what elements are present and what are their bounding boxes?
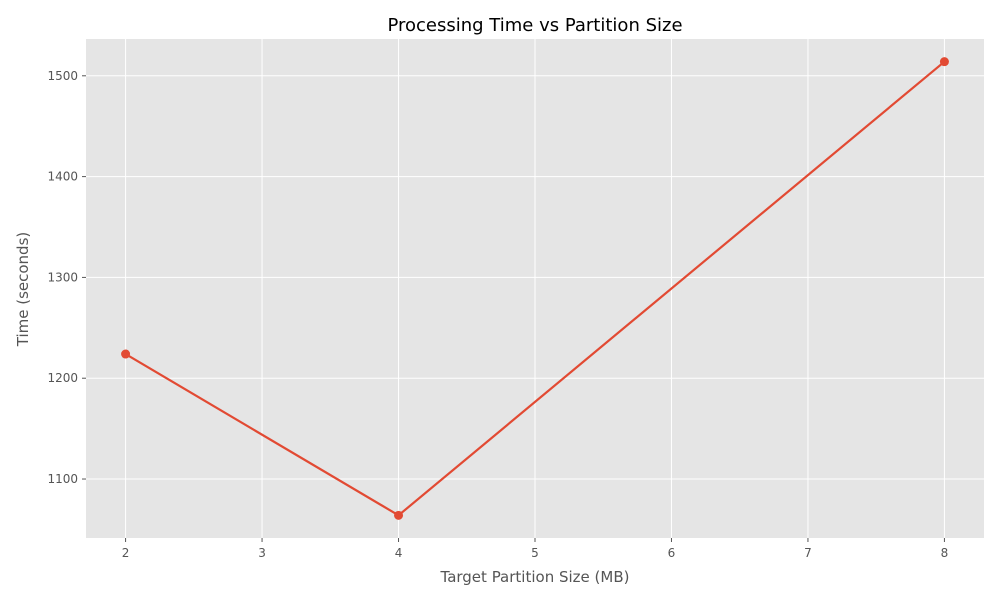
y-tick-label: 1400 (47, 170, 78, 184)
x-tick-label: 8 (941, 546, 949, 560)
x-tick-label: 5 (531, 546, 539, 560)
x-tick-label: 7 (804, 546, 812, 560)
y-tick-label: 1100 (47, 472, 78, 486)
x-axis-label: Target Partition Size (MB) (440, 568, 630, 586)
axis-ticks: 2 3 4 5 6 7 8 1100 1200 1300 1400 1500 (47, 69, 948, 560)
x-tick-label: 3 (258, 546, 266, 560)
y-tick-label: 1500 (47, 69, 78, 83)
y-tick-label: 1200 (47, 371, 78, 385)
chart-title: Processing Time vs Partition Size (387, 15, 682, 36)
grid-lines (86, 39, 984, 538)
data-series (121, 57, 949, 520)
data-point (121, 349, 131, 359)
y-axis-label: Time (seconds) (14, 232, 32, 348)
data-point (394, 510, 404, 520)
y-tick-label: 1300 (47, 270, 78, 284)
x-tick-label: 6 (668, 546, 676, 560)
data-point (939, 57, 949, 67)
x-tick-label: 2 (122, 546, 130, 560)
x-tick-label: 4 (395, 546, 403, 560)
